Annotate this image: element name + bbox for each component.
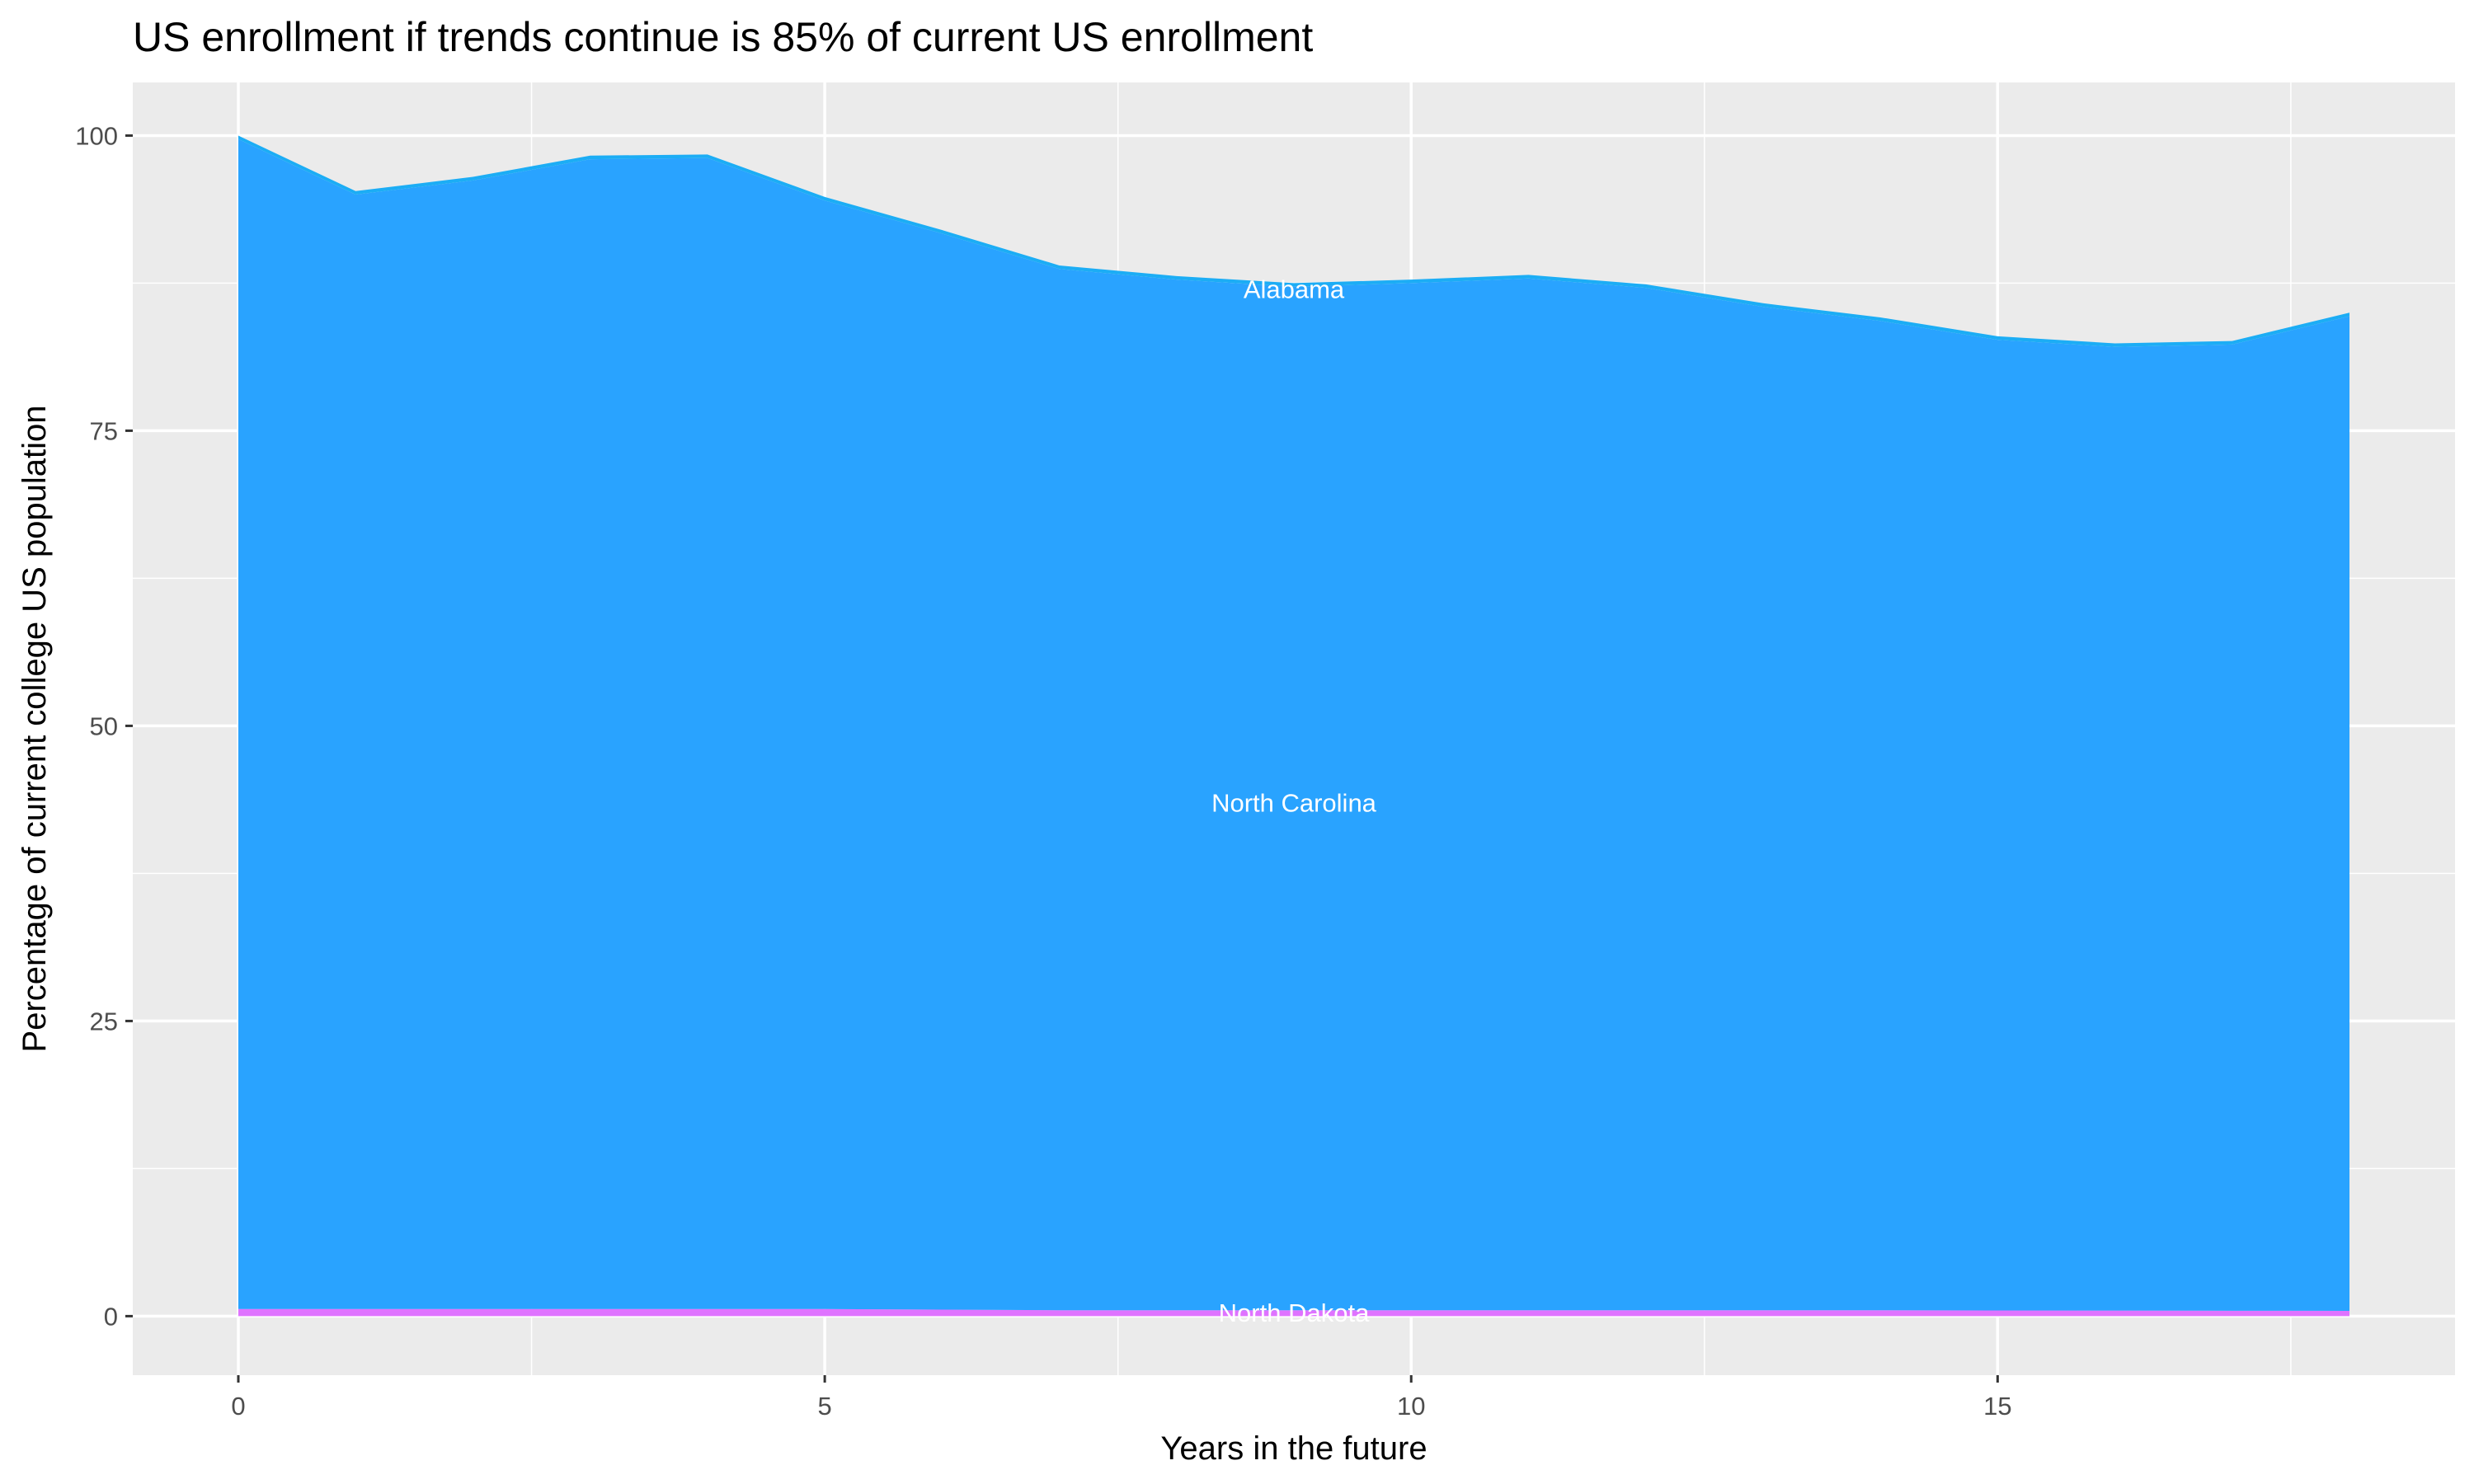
y-tick-label: 0	[104, 1302, 118, 1331]
y-tick-label: 100	[75, 121, 118, 150]
x-tick-label: 5	[817, 1392, 831, 1421]
area-north-dakota	[238, 1308, 2349, 1317]
axes: 0 5 10 15 0 25 50 75 100	[75, 121, 2011, 1421]
x-axis-title: Years in the future	[1160, 1430, 1427, 1467]
area-label: Alabama	[1244, 275, 1345, 304]
y-tick-label: 50	[90, 711, 118, 740]
x-tick-label: 15	[1983, 1392, 2011, 1421]
y-tick-label: 75	[90, 416, 118, 445]
area-label: North Carolina	[1211, 788, 1377, 817]
area-label: North Dakota	[1219, 1298, 1370, 1327]
y-axis-title: Percentage of current college US populat…	[16, 406, 53, 1053]
area-layers	[238, 135, 2349, 1317]
area-labels: Alabama North Carolina North Dakota	[1211, 275, 1377, 1328]
x-tick-label: 0	[231, 1392, 245, 1421]
x-tick-label: 10	[1397, 1392, 1425, 1421]
chart-title: US enrollment if trends continue is 85% …	[133, 14, 1313, 60]
area-north-carolina	[238, 139, 2349, 1311]
y-tick-label: 25	[90, 1007, 118, 1036]
